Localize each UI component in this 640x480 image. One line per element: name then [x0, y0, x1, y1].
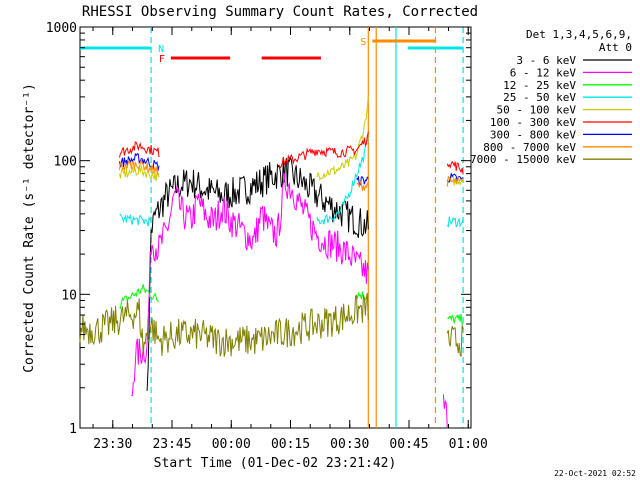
series-line-7 [356, 176, 369, 187]
flag-label: N [158, 44, 164, 55]
legend-label: 3 - 6 keV [516, 54, 576, 67]
series-line-6 [119, 141, 160, 158]
x-axis-label: Start Time (01-Dec-02 23:21:42) [154, 456, 397, 471]
timestamp: 22-Oct-2021 02:52 [554, 469, 636, 478]
series-line-2 [442, 394, 448, 429]
flag-bars: NF S [80, 37, 464, 65]
series-line-6 [277, 131, 369, 169]
series-group [79, 96, 464, 429]
y-tick-label: 10 [61, 288, 77, 303]
series-line-4 [119, 213, 152, 227]
series-line-8 [356, 180, 369, 191]
series-line-5 [316, 96, 369, 181]
series-line-8 [446, 175, 464, 187]
series-line-2 [131, 173, 369, 396]
legend-label: 25 - 50 keV [503, 91, 576, 104]
legend-label: 6 - 12 keV [510, 66, 577, 79]
legend-header: Det 1,3,4,5,6,9, [526, 28, 632, 41]
x-tick-label: 23:30 [93, 437, 132, 452]
series-line-9 [446, 324, 464, 357]
y-tick-label: 100 [54, 155, 77, 170]
legend-label: 800 - 7000 keV [483, 141, 576, 154]
legend-label: 50 - 100 keV [497, 104, 577, 117]
series-line-3 [119, 284, 160, 310]
y-axis-label: Corrected Count Rate (s⁻¹ detector⁻¹) [22, 83, 37, 373]
x-tick-label: 00:45 [389, 437, 428, 452]
series-line-3 [447, 314, 464, 326]
series-line-7 [446, 173, 464, 183]
series-line-4 [316, 136, 369, 225]
axes: 23:30 23:45 00:00 00:15 00:30 00:45 01:00 1 10 10… [46, 21, 488, 452]
x-tick-label: 23:45 [152, 437, 191, 452]
series-line-6 [446, 160, 464, 175]
x-tick-label: 00:15 [271, 437, 310, 452]
legend-label: 300 - 800 keV [490, 128, 576, 141]
legend-label: 12 - 25 keV [503, 79, 576, 92]
x-tick-label: 00:00 [212, 437, 251, 452]
flag-label: S [360, 37, 366, 48]
flag-label: F [159, 54, 165, 65]
chart-title: RHESSI Observing Summary Count Rates, Co… [82, 4, 478, 20]
x-tick-label: 00:30 [330, 437, 369, 452]
series-line-9 [79, 292, 369, 357]
x-tick-label: 01:00 [449, 437, 488, 452]
legend-label: 7000 - 15000 keV [470, 153, 576, 166]
series-line-4 [446, 216, 464, 228]
y-tick-label: 1 [69, 422, 77, 437]
state-markers [150, 27, 464, 428]
plot-frame [79, 26, 472, 429]
series-line-8 [119, 159, 160, 178]
series-line-1 [146, 156, 369, 391]
legend-label: 100 - 300 keV [490, 116, 576, 129]
legend-header: Att 0 [599, 41, 632, 54]
y-tick-label: 1000 [46, 21, 77, 36]
